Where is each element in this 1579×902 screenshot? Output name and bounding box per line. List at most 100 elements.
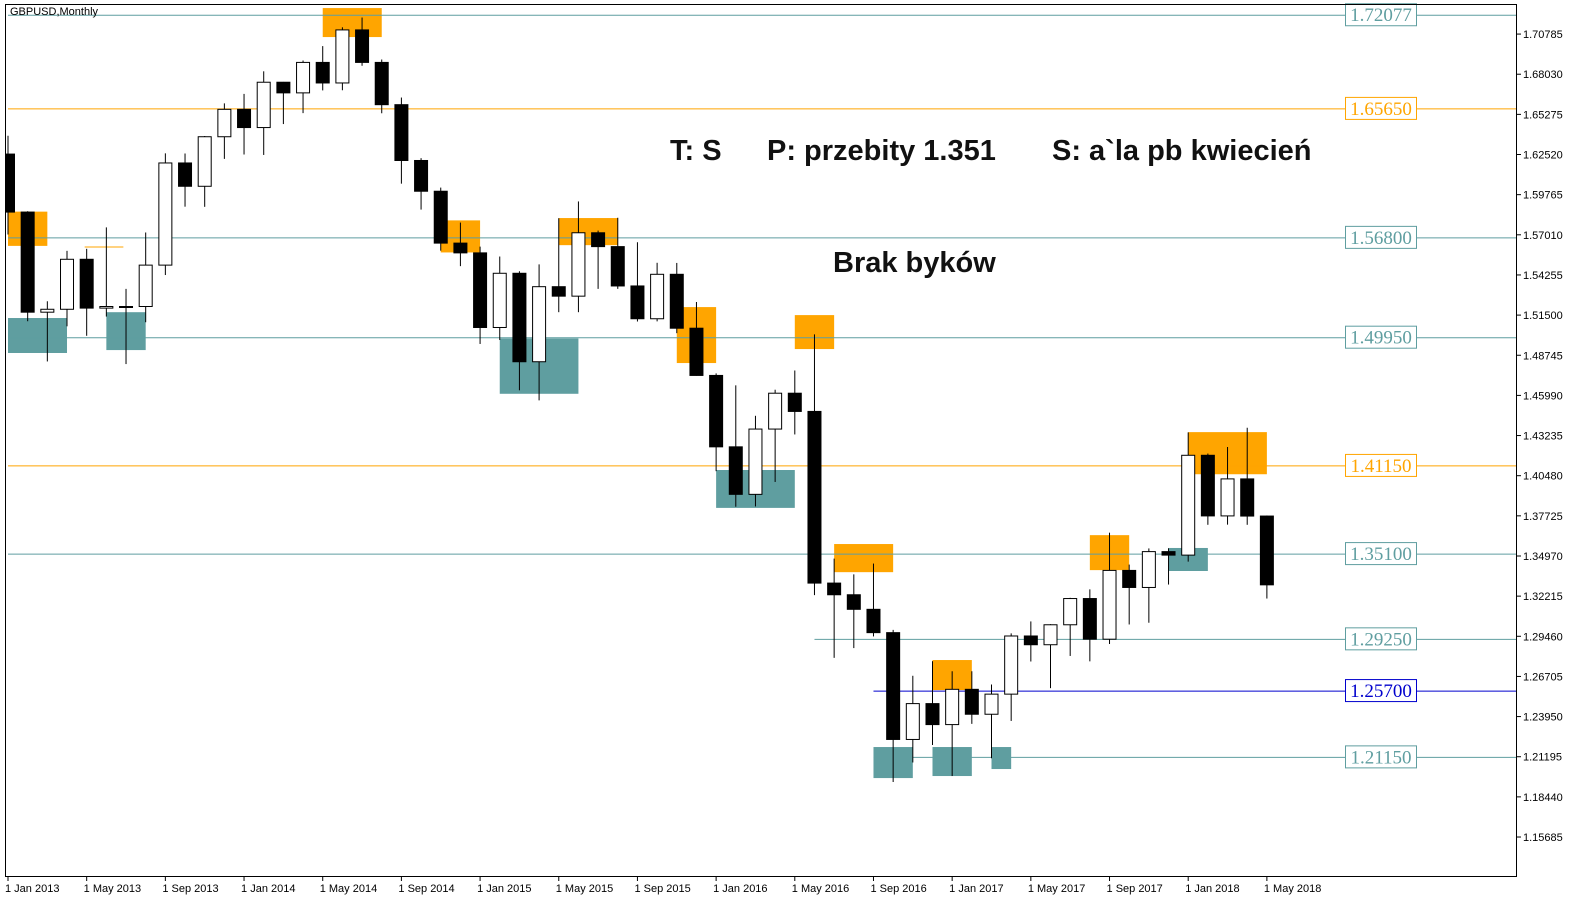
candle-body [532,286,547,363]
candle-body [610,246,625,287]
y-tick-label: 1.59765 [1523,190,1563,202]
x-tick-label: 1 Sep 2016 [870,883,926,895]
candle-body [119,306,134,309]
candle-body [1141,551,1156,588]
candle-body [571,232,586,297]
level-label-box [1345,3,1417,27]
y-tick-label: 1.48745 [1523,350,1563,362]
candles [5,17,1274,783]
zone [322,8,382,38]
y-tick-label: 1.32215 [1523,591,1563,603]
candle-body [807,410,822,584]
level-label-box [1345,96,1417,120]
level-label: 1.29250 [1350,629,1412,650]
candle-body [178,162,193,187]
candle-body [1220,478,1235,517]
level-label: 1.65650 [1350,99,1412,120]
candle-body [1240,478,1255,517]
candle-body [296,61,311,94]
y-tick-label: 1.40480 [1523,471,1563,483]
annotation: Brak byków [833,247,996,279]
candle-body [709,374,724,448]
candle-body [5,153,15,213]
zone [8,318,68,353]
zone [558,218,618,246]
level-label-box [1345,225,1417,249]
candle-body [787,392,802,412]
y-tick-label: 1.26705 [1523,671,1563,683]
y-tick-label: 1.29460 [1523,631,1563,643]
candle-body [1122,569,1137,588]
candle-body [1023,635,1038,646]
candle-body [237,108,252,129]
chart-title: GBPUSD,Monthly [10,6,99,18]
annotation: T: S [670,135,722,167]
y-tick-label: 1.68030 [1523,69,1563,81]
candle-body [394,104,409,161]
level-label-box [1345,542,1417,566]
candle-body [217,108,232,138]
level-label: 1.25700 [1350,681,1412,702]
x-tick-label: 1 May 2014 [320,883,377,895]
candle-body [276,81,291,94]
candle-body [728,446,743,495]
candle-body [40,308,55,313]
candle-body [591,232,606,248]
candle-body [355,29,370,63]
candle-body [866,608,881,634]
level-label: 1.41150 [1350,456,1411,477]
candle-body [99,306,114,309]
candle-body [158,162,173,266]
x-tick-label: 1 Sep 2013 [162,883,218,895]
candle-body [60,258,75,310]
y-tick-label: 1.15685 [1523,832,1563,844]
candle-body [374,61,389,106]
candle-body [414,159,429,192]
x-tick-label: 1 May 2017 [1028,883,1085,895]
candle-body [315,61,330,84]
x-tick-label: 1 Jan 2013 [5,883,59,895]
candle-body [1004,635,1019,695]
y-tick-label: 1.45990 [1523,390,1563,402]
candle-body [20,211,35,313]
level-label: 1.56800 [1350,228,1412,249]
candle-body [886,632,901,740]
candle-body [335,29,350,84]
candle-body [689,327,704,376]
candle-body [669,273,684,329]
x-tick-label: 1 Sep 2014 [398,883,454,895]
candle-body [650,273,665,320]
y-tick-label: 1.34970 [1523,551,1563,563]
candle-body [453,242,468,254]
x-tick-label: 1 Jan 2014 [241,883,295,895]
x-tick-label: 1 May 2018 [1264,883,1321,895]
candle-body [512,272,527,363]
candle-body [1063,598,1078,626]
x-tick-label: 1 Jan 2016 [713,883,767,895]
zone [834,544,894,573]
candle-body [748,428,763,495]
candle-body [1200,454,1215,517]
y-tick-label: 1.65275 [1523,109,1563,121]
candle-body [964,688,979,715]
x-tick-label: 1 Jan 2015 [477,883,531,895]
candle-body [1181,454,1196,556]
candle-body [984,693,999,715]
y-tick-label: 1.23950 [1523,712,1563,724]
annotation: P: przebity 1.351 [767,135,996,167]
level-label-box [1345,679,1417,703]
candle-body [1161,551,1176,556]
candle-body [197,136,212,187]
candle-body [256,81,271,129]
candle-body [1259,515,1274,586]
candle-body [1102,569,1117,640]
candle-body [551,286,566,297]
x-tick-label: 1 Sep 2015 [634,883,690,895]
candle-body [1043,624,1058,646]
zone [991,747,1012,770]
level-label: 1.72077 [1350,5,1412,26]
candle-body [79,258,94,309]
level-label: 1.49950 [1350,328,1412,349]
